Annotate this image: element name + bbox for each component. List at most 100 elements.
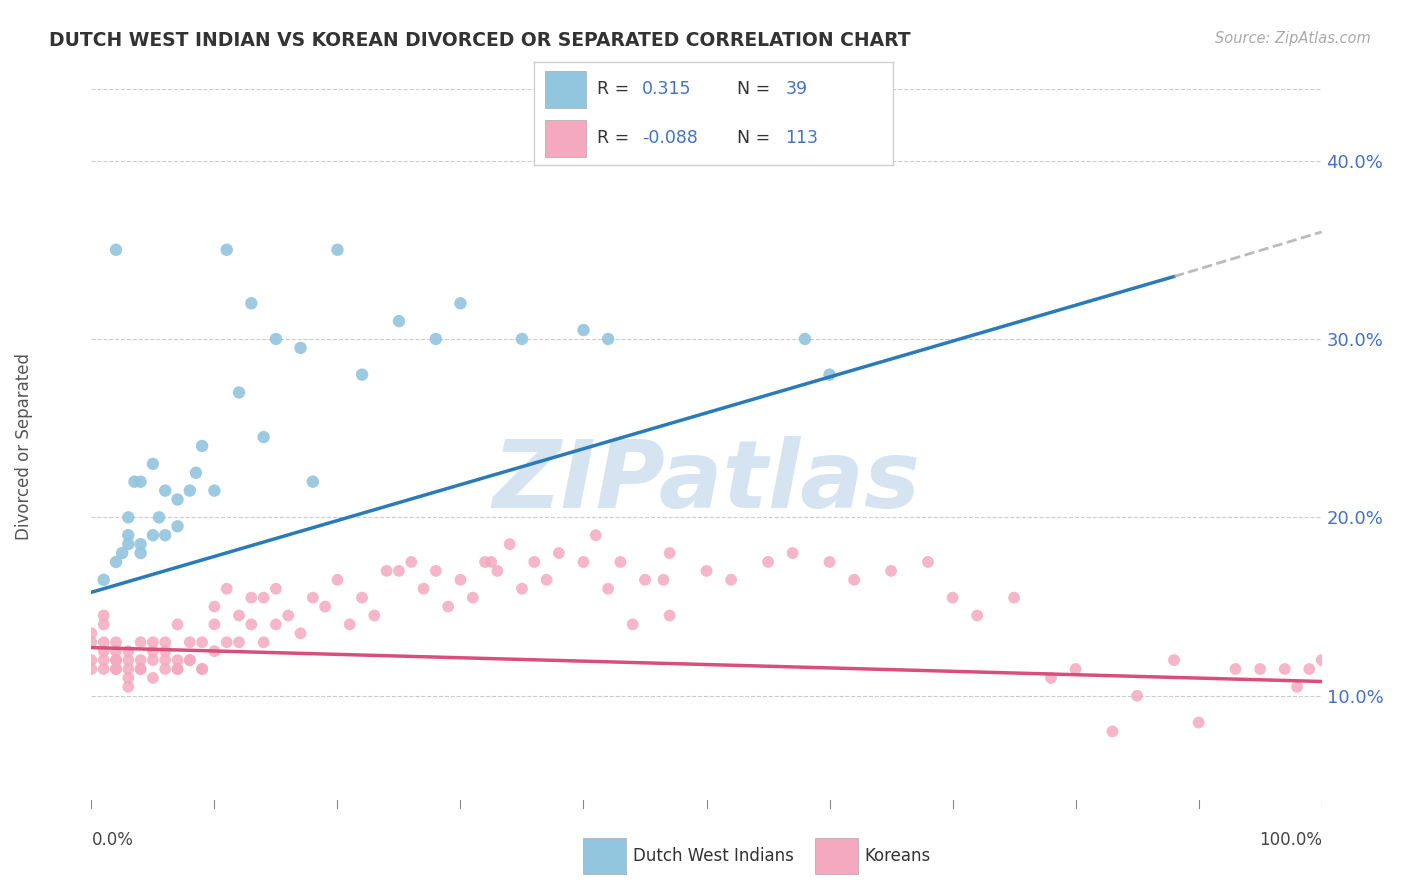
Text: 0.315: 0.315 (641, 80, 692, 98)
Text: Koreans: Koreans (865, 847, 931, 865)
Point (80, 653, 103, 667)
Point (375, 564, 398, 578)
Point (1285, 680, 1308, 694)
Point (191, 662, 214, 676)
Point (129, 653, 152, 667)
Point (215, 582, 238, 596)
Point (253, 430, 276, 444)
Text: R =: R = (598, 80, 630, 98)
Point (1274, 662, 1296, 676)
Point (124, 475, 146, 489)
Point (240, 296, 263, 310)
Point (425, 564, 447, 578)
Point (105, 653, 127, 667)
Point (253, 635, 276, 649)
Point (129, 635, 152, 649)
Text: R =: R = (598, 129, 630, 147)
Point (634, 573, 657, 587)
Point (105, 662, 127, 676)
Point (80, 662, 103, 676)
Point (142, 457, 165, 471)
Point (818, 555, 841, 569)
Point (166, 617, 188, 632)
Point (264, 332, 287, 346)
Point (105, 653, 127, 667)
Point (437, 599, 460, 614)
Point (228, 385, 250, 400)
FancyBboxPatch shape (546, 120, 586, 157)
Point (1298, 662, 1320, 676)
Point (399, 555, 422, 569)
Point (202, 644, 225, 658)
Point (536, 573, 558, 587)
Point (166, 519, 188, 533)
Point (117, 662, 139, 676)
Point (326, 243, 349, 257)
Point (191, 635, 214, 649)
Point (93, 635, 115, 649)
Point (290, 341, 312, 355)
Point (117, 510, 139, 524)
Point (228, 635, 250, 649)
Point (1064, 662, 1087, 676)
Point (966, 608, 988, 623)
Point (202, 617, 225, 632)
Point (142, 635, 165, 649)
Point (191, 662, 214, 676)
Point (179, 653, 201, 667)
Point (277, 608, 299, 623)
Point (1002, 591, 1025, 605)
Point (142, 528, 165, 542)
Text: -0.088: -0.088 (641, 129, 697, 147)
Point (388, 564, 411, 578)
Point (523, 555, 546, 569)
Point (153, 483, 177, 498)
Point (1101, 724, 1123, 739)
Point (880, 564, 903, 578)
Point (117, 537, 139, 551)
Point (264, 582, 287, 596)
Point (510, 582, 533, 596)
Point (479, 555, 502, 569)
Point (917, 555, 939, 569)
Point (105, 555, 127, 569)
Point (695, 564, 717, 578)
Point (117, 644, 139, 658)
Point (129, 662, 152, 676)
Point (166, 662, 188, 676)
Point (202, 483, 225, 498)
Point (596, 332, 619, 346)
Point (117, 671, 139, 685)
Point (240, 591, 263, 605)
Point (153, 635, 177, 649)
Text: ZIPatlas: ZIPatlas (492, 435, 921, 528)
Point (142, 653, 165, 667)
Point (105, 662, 127, 676)
Point (166, 492, 188, 507)
Point (80, 626, 103, 640)
Point (202, 599, 225, 614)
Point (572, 323, 595, 337)
Point (264, 617, 287, 632)
Text: Dutch West Indians: Dutch West Indians (633, 847, 793, 865)
Point (720, 573, 742, 587)
Point (363, 608, 385, 623)
Text: N =: N = (737, 80, 770, 98)
Point (215, 243, 238, 257)
Point (547, 546, 569, 560)
Point (179, 483, 201, 498)
Point (93, 644, 115, 658)
Point (339, 617, 361, 632)
Point (596, 582, 619, 596)
Point (117, 528, 139, 542)
Point (191, 439, 214, 453)
Text: 113: 113 (785, 129, 818, 147)
Point (1249, 662, 1271, 676)
Point (80, 635, 103, 649)
Point (510, 332, 533, 346)
Point (461, 591, 484, 605)
Point (425, 332, 447, 346)
Point (184, 466, 207, 480)
Point (111, 546, 134, 560)
Point (658, 608, 681, 623)
